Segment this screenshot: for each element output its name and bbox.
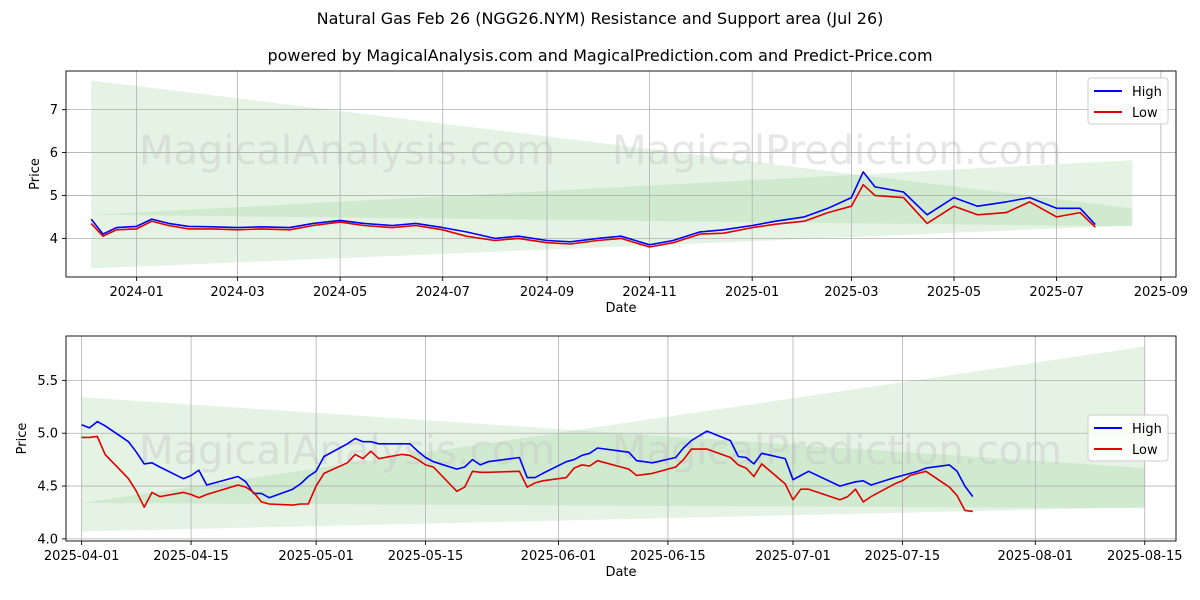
watermark-left: MagicalAnalysis.com (139, 128, 555, 174)
y-axis-label: Price (15, 423, 30, 455)
band-2 (81, 346, 1145, 532)
y-tick-label: 5 (50, 189, 58, 204)
watermark-right: MagicalPrediction.com (612, 128, 1062, 174)
x-tick-label: 2025-04-15 (153, 549, 229, 564)
x-axis-label: Date (605, 565, 636, 580)
x-tick-label: 2025-01 (725, 285, 779, 300)
plot-frame (65, 335, 1177, 542)
legend-label-high: High (1132, 422, 1162, 437)
series-line-low (90, 183, 1096, 248)
x-tick-label: 2025-03 (824, 285, 878, 300)
x-axis-label: Date (605, 301, 636, 316)
x-tick-label: 2025-05-15 (388, 549, 464, 564)
band-2 (91, 160, 1133, 269)
band-1 (91, 80, 1133, 227)
y-tick-label: 4.0 (37, 532, 58, 547)
plot-frame (65, 70, 1177, 278)
x-tick-label: 2025-06-15 (630, 549, 706, 564)
chart-title: Natural Gas Feb 26 (NGG26.NYM) Resistanc… (316, 9, 884, 28)
legend-label-low: Low (1132, 443, 1158, 458)
x-tick-label: 2025-08-15 (1107, 549, 1183, 564)
x-tick-label: 2024-01 (109, 285, 163, 300)
band-1 (81, 397, 1145, 509)
x-tick-label: 2025-06-01 (521, 549, 597, 564)
series-line-low (81, 435, 973, 513)
x-tick-label: 2025-05 (927, 285, 981, 300)
x-tick-label: 2025-07-01 (755, 549, 831, 564)
series-line-high (81, 420, 974, 499)
x-tick-label: 2025-07 (1029, 285, 1083, 300)
x-tick-label: 2024-07 (416, 285, 470, 300)
x-tick-label: 2024-11 (622, 285, 676, 300)
y-tick-label: 5.0 (37, 427, 58, 442)
chart-subtitle: powered by MagicalAnalysis.com and Magic… (267, 46, 933, 65)
y-tick-label: 4 (50, 232, 58, 247)
x-tick-label: 2024-05 (313, 285, 367, 300)
x-tick-label: 2025-05-01 (278, 549, 354, 564)
y-tick-label: 6 (50, 146, 58, 161)
y-tick-label: 4.5 (37, 480, 58, 495)
legend-label-high: High (1132, 85, 1162, 100)
y-tick-label: 7 (50, 103, 58, 118)
x-tick-label: 2025-09 (1134, 285, 1188, 300)
legend: High Low (1087, 414, 1169, 462)
series-line-high (90, 171, 1096, 246)
legend: High Low (1087, 77, 1169, 125)
legend-label-low: Low (1132, 106, 1158, 121)
x-tick-label: 2025-07-15 (865, 549, 941, 564)
x-tick-label: 2025-08-01 (998, 549, 1074, 564)
y-axis-label: Price (28, 158, 43, 190)
x-tick-label: 2024-09 (520, 285, 574, 300)
plot-area: MagicalAnalysis.com MagicalPrediction.com (66, 336, 1176, 541)
plot-area: MagicalAnalysis.com MagicalPrediction.com (66, 71, 1176, 277)
y-tick-label: 5.5 (37, 374, 58, 389)
watermark-left: MagicalAnalysis.com (139, 428, 555, 474)
x-tick-label: 2024-03 (210, 285, 264, 300)
x-tick-label: 2025-04-01 (44, 549, 120, 564)
watermark-right: MagicalPrediction.com (612, 428, 1062, 474)
